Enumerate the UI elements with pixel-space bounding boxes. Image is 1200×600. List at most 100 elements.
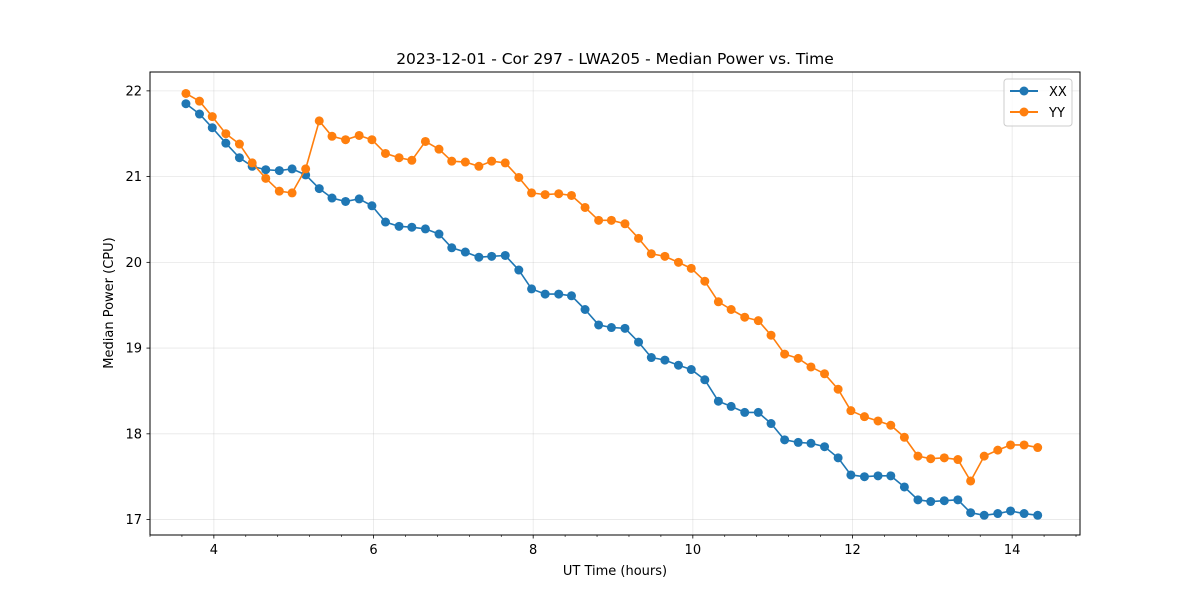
series-point-xx [873,471,883,481]
legend: XX YY [1003,78,1073,127]
x-tick-label: 6 [369,543,377,558]
series-point-yy [460,157,470,167]
series-point-yy [820,369,830,379]
series-point-yy [367,135,377,145]
series-point-yy [979,451,989,461]
legend-marker-xx [1019,86,1029,96]
series-point-xx [673,360,683,370]
series-point-xx [566,291,576,301]
series-point-xx [540,289,550,299]
series-point-xx [740,407,750,417]
y-tick-label: 20 [125,256,142,271]
series-point-yy [780,349,790,359]
series-point-yy [634,233,644,243]
series-point-yy [341,135,351,145]
series-point-yy [474,161,484,171]
series-point-yy [301,164,311,174]
y-tick-label: 21 [125,170,142,185]
series-point-yy [181,88,191,98]
series-point-xx [207,123,217,133]
series-point-yy [566,190,576,200]
series-point-yy [766,330,776,340]
series-point-yy [247,158,257,168]
series-point-yy [420,136,430,146]
x-tick-label: 14 [1004,543,1021,558]
series-point-xx [514,265,524,275]
chart-title: 2023-12-01 - Cor 297 - LWA205 - Median P… [396,50,834,68]
series-point-yy [926,454,936,464]
series-point-yy [207,112,217,122]
series-point-yy [859,412,869,422]
series-point-xx [394,221,404,231]
series-point-xx [580,305,590,314]
series-point-yy [726,305,736,314]
series-point-xx [354,194,364,204]
series-point-yy [660,251,670,261]
series-point-xx [460,247,470,257]
y-tick-label: 17 [125,513,142,528]
legend-label-xx: XX [1049,85,1067,100]
series-point-yy [194,96,204,106]
legend-marker-yy [1019,107,1029,117]
series-point-xx [367,201,377,211]
series-point-xx [234,153,244,163]
x-axis-label: UT Time (hours) [563,564,667,579]
series-point-xx [434,229,444,239]
series-point-yy [1006,440,1016,450]
series-point-yy [1019,440,1029,450]
series-point-yy [713,297,723,307]
series-point-xx [487,251,497,261]
series-point-xx [606,323,616,333]
series-point-xx [634,337,644,347]
series-point-yy [700,276,710,286]
axes-frame [149,71,1081,536]
series-point-xx [926,497,936,507]
plot-area: 4 6 8 10 12 14 17 18 19 20 21 22 [125,71,1081,558]
series-point-yy [1033,443,1043,453]
series-point-yy [594,215,604,225]
series-point-yy [886,420,896,430]
series-point-yy [913,451,923,461]
series-point-yy [606,215,616,225]
series-point-xx [780,435,790,445]
series-point-xx [261,165,271,175]
series-point-yy [407,155,417,165]
x-tick-label: 10 [685,543,702,558]
series-point-yy [846,406,856,416]
series-point-xx [341,196,351,206]
y-tick-label: 19 [125,342,142,357]
series-point-yy [554,189,564,199]
series-point-xx [527,284,537,294]
series-point-xx [327,193,337,203]
series-point-xx [846,470,856,480]
series-point-xx [766,419,776,429]
series-point-yy [394,153,404,163]
series-point-xx [221,138,231,148]
series-point-yy [646,249,656,259]
series-point-yy [620,219,630,229]
series-point-xx [993,509,1003,519]
series-point-xx [686,365,696,375]
series-point-xx [979,510,989,520]
series-point-yy [833,384,843,394]
series-point-yy [753,316,763,326]
y-tick-label: 22 [125,84,142,99]
series-point-yy [221,129,231,139]
series-point-yy [514,172,524,182]
series-point-xx [793,437,803,447]
series-point-xx [899,482,909,492]
series-point-yy [580,202,590,212]
series-point-xx [646,353,656,363]
series-point-xx [833,453,843,463]
series-point-yy [540,190,550,200]
series-point-xx [194,109,204,119]
x-tick-label: 12 [844,543,861,558]
series-point-xx [420,224,430,234]
series-point-xx [181,99,191,109]
series-point-yy [939,453,949,463]
series-point-yy [806,362,816,372]
series-point-yy [686,263,696,273]
series-point-yy [500,158,510,168]
series-point-xx [806,438,816,448]
